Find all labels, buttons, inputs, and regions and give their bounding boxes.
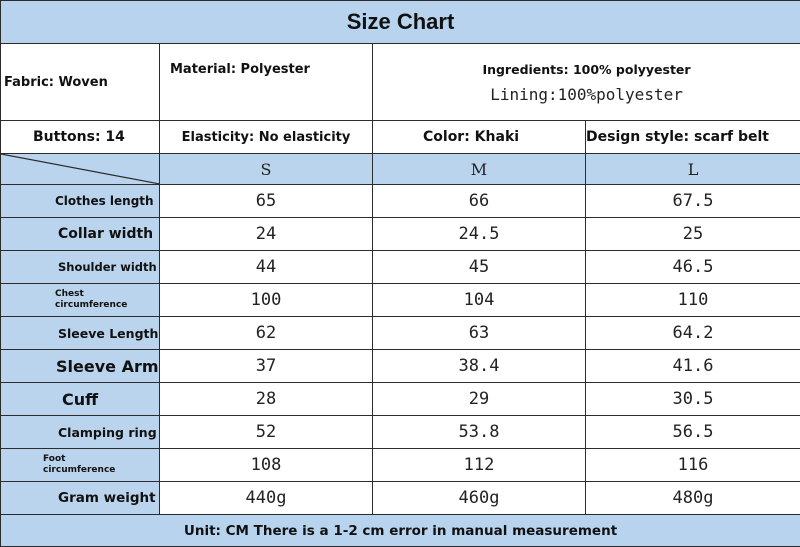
- size-value-l: 30.5: [586, 383, 800, 416]
- row-label-text: Cuff: [62, 390, 159, 409]
- size-value-l: 480g: [586, 482, 800, 515]
- size-chart-sheet: Size Chart Fabric: Woven Material: Polye…: [0, 0, 800, 521]
- lining-text: Lining:100%polyester: [373, 85, 800, 104]
- size-value-l: 25: [586, 218, 800, 251]
- size-value-s: 100: [160, 284, 373, 317]
- size-value-m: 53.8: [373, 416, 586, 449]
- ingredients-cell: Ingredients: 100% polyyester Lining:100%…: [373, 44, 800, 121]
- elasticity-cell: Elasticity: No elasticity: [160, 121, 373, 154]
- row-label: Cuff: [1, 383, 160, 416]
- row-label: Sleeve Arm: [1, 350, 160, 383]
- unit-footer: Unit: CM There is a 1-2 cm error in manu…: [1, 515, 800, 547]
- design-style-cell: Design style: scarf belt: [586, 121, 800, 154]
- diagonal-line: [1, 154, 160, 184]
- row-label-text: Gram weight: [58, 490, 159, 506]
- size-value-m: 104: [373, 284, 586, 317]
- size-chart-title: Size Chart: [1, 1, 800, 44]
- color-cell: Color: Khaki: [373, 121, 586, 154]
- size-value-l: 56.5: [586, 416, 800, 449]
- row-label: Clamping ring: [1, 416, 160, 449]
- ingredients-text: Ingredients: 100% polyyester: [373, 62, 800, 77]
- row-label: Chest circumference: [1, 284, 160, 317]
- size-header-m: M: [373, 154, 586, 185]
- size-value-s: 44: [160, 251, 373, 284]
- row-label: Foot circumference: [1, 449, 160, 482]
- size-value-l: 116: [586, 449, 800, 482]
- row-label: Sleeve Length: [1, 317, 160, 350]
- size-value-s: 62: [160, 317, 373, 350]
- material-cell: Material: Polyester: [160, 44, 373, 121]
- row-label: Shoulder width: [1, 251, 160, 284]
- size-value-s: 28: [160, 383, 373, 416]
- row-label: Clothes length: [1, 185, 160, 218]
- size-value-l: 64.2: [586, 317, 800, 350]
- row-label: Gram weight: [1, 482, 160, 515]
- size-value-l: 46.5: [586, 251, 800, 284]
- row-label-text: Sleeve Length: [58, 326, 159, 341]
- row-label-text: Clothes length: [55, 194, 159, 208]
- buttons-cell: Buttons: 14: [1, 121, 160, 154]
- row-label-text: Clamping ring: [58, 425, 159, 440]
- size-value-l: 67.5: [586, 185, 800, 218]
- size-value-m: 38.4: [373, 350, 586, 383]
- row-label-text: Shoulder width: [58, 260, 159, 274]
- size-value-l: 110: [586, 284, 800, 317]
- row-label: Collar width: [1, 218, 160, 251]
- corner-diagonal-cell: [1, 154, 160, 185]
- row-label-text: Sleeve Arm: [56, 357, 159, 376]
- row-label-text: Chest circumference: [55, 289, 135, 311]
- size-value-m: 45: [373, 251, 586, 284]
- size-value-m: 63: [373, 317, 586, 350]
- size-value-m: 460g: [373, 482, 586, 515]
- size-value-s: 108: [160, 449, 373, 482]
- row-label-text: Foot circumference: [43, 454, 123, 476]
- size-value-s: 52: [160, 416, 373, 449]
- fabric-cell: Fabric: Woven: [1, 44, 160, 121]
- size-value-m: 24.5: [373, 218, 586, 251]
- row-label-text: Collar width: [58, 226, 159, 242]
- size-value-m: 112: [373, 449, 586, 482]
- size-value-s: 65: [160, 185, 373, 218]
- size-value-s: 24: [160, 218, 373, 251]
- size-value-m: 66: [373, 185, 586, 218]
- size-value-l: 41.6: [586, 350, 800, 383]
- size-header-s: S: [160, 154, 373, 185]
- size-header-l: L: [586, 154, 800, 185]
- size-value-s: 440g: [160, 482, 373, 515]
- size-value-m: 29: [373, 383, 586, 416]
- size-value-s: 37: [160, 350, 373, 383]
